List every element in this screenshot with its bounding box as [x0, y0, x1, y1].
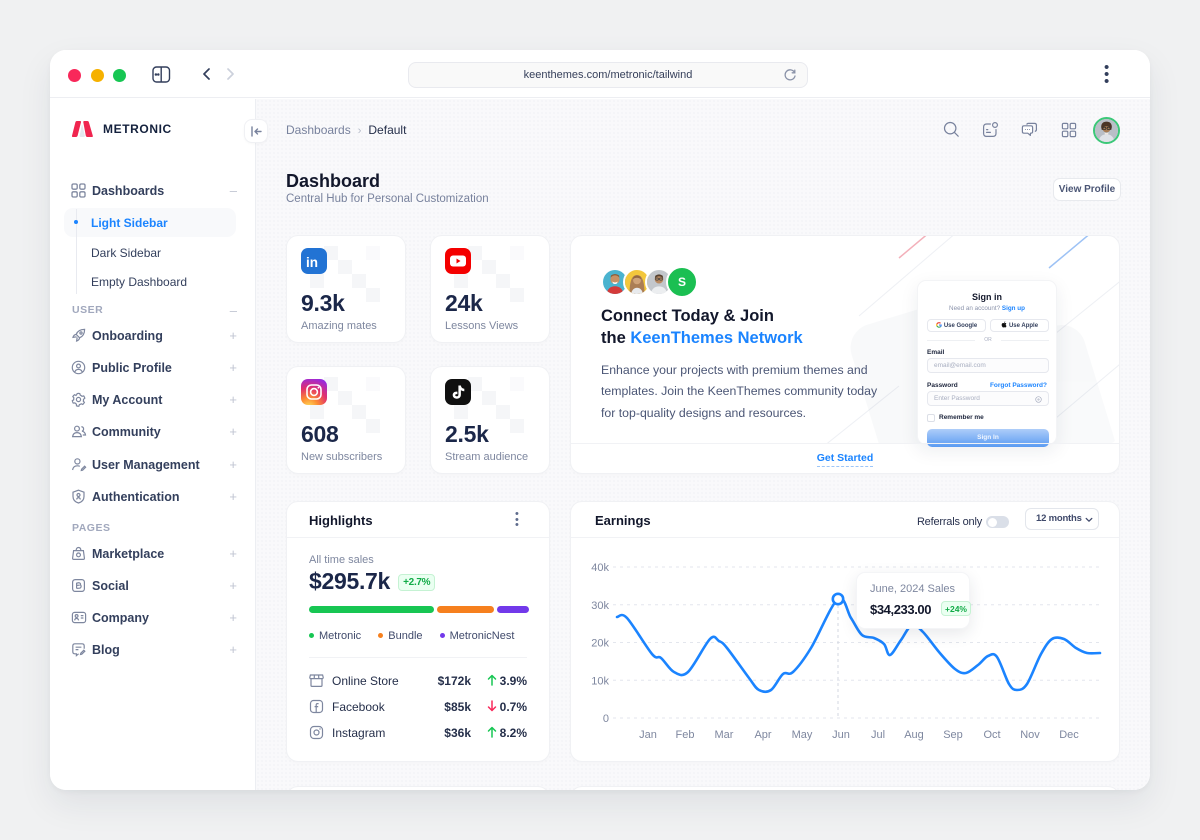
svg-text:Jan: Jan — [639, 729, 657, 741]
svg-text:Oct: Oct — [983, 729, 1000, 741]
svg-text:Apr: Apr — [754, 729, 771, 741]
svg-text:Mar: Mar — [715, 729, 734, 741]
svg-text:Nov: Nov — [1020, 729, 1040, 741]
svg-text:in: in — [306, 255, 318, 270]
svg-text:40k: 40k — [591, 562, 609, 574]
svg-text:Jul: Jul — [871, 729, 885, 741]
svg-text:Aug: Aug — [904, 729, 924, 741]
svg-text:Dec: Dec — [1059, 729, 1079, 741]
svg-text:Sep: Sep — [943, 729, 963, 741]
svg-text:Feb: Feb — [676, 729, 695, 741]
svg-text:May: May — [792, 729, 813, 741]
svg-text:0: 0 — [603, 713, 609, 725]
svg-text:10k: 10k — [591, 675, 609, 687]
svg-text:20k: 20k — [591, 638, 609, 650]
svg-text:Jun: Jun — [832, 729, 850, 741]
svg-text:30k: 30k — [591, 600, 609, 612]
